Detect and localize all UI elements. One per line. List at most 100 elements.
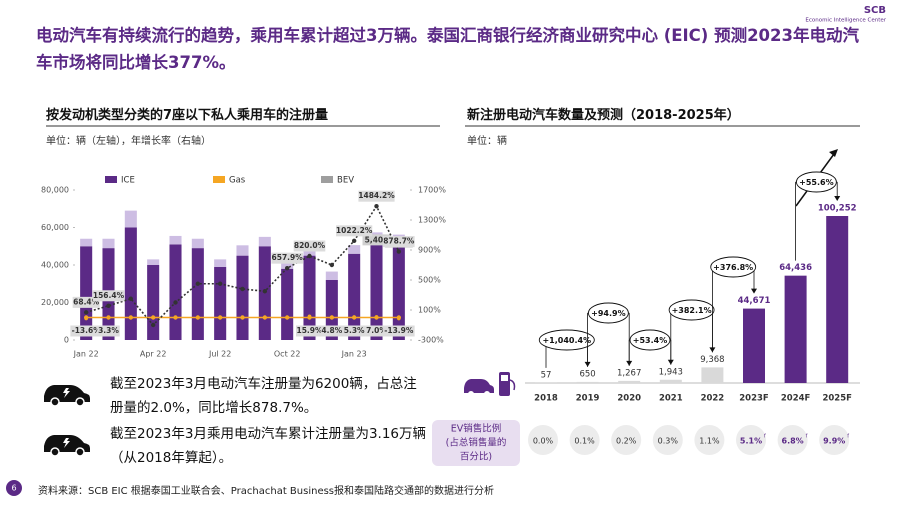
- share-label: 百分比): [460, 451, 492, 463]
- data-label: 44,671: [738, 296, 771, 306]
- growth-label: +53.4%: [633, 336, 667, 345]
- data-label: 1484.2%: [358, 191, 395, 200]
- point: [396, 249, 402, 254]
- share-bubble: [569, 425, 600, 455]
- data-label: 5,402: [365, 235, 389, 244]
- page-number: 6: [11, 484, 16, 493]
- trend-arrow-head: [829, 149, 838, 157]
- share-mark: f: [764, 434, 766, 440]
- share-label: EV销售比例: [451, 423, 502, 435]
- bar-segment: [191, 248, 204, 340]
- point: [284, 315, 290, 320]
- point: [217, 281, 223, 286]
- legend-swatch: [321, 176, 333, 183]
- bar-segment: [325, 271, 338, 280]
- point: [83, 310, 89, 315]
- bar-segment: [348, 245, 361, 254]
- label-box: [72, 296, 100, 308]
- logo-sub: Economic Intelligence Center: [805, 18, 886, 24]
- bar: [618, 380, 641, 383]
- share-bubble: [694, 425, 725, 455]
- growth-bubble: [629, 329, 671, 351]
- share-bubble: [819, 425, 850, 455]
- growth-label: +382.1%: [672, 306, 712, 315]
- bar-segment: [392, 246, 405, 340]
- bar-segment: [370, 242, 383, 340]
- data-label: 9,368: [700, 355, 724, 365]
- point: [195, 315, 201, 320]
- chart-title: 按发动机类型分类的7座以下私人乘用车的注册量: [46, 108, 329, 123]
- label-box: [92, 290, 125, 302]
- growth-bubble: [587, 302, 629, 324]
- share-mark: f: [847, 434, 849, 440]
- x-tick-label: 2018: [534, 394, 558, 404]
- bar: [784, 275, 807, 383]
- label-box: [320, 325, 344, 337]
- chart-subtitle: 单位：辆: [467, 136, 507, 147]
- legend-label: Gas: [229, 176, 246, 186]
- growth-label: +94.9%: [591, 309, 625, 318]
- bar-segment: [214, 266, 227, 340]
- point: [128, 296, 134, 301]
- growth-bubble: [710, 256, 757, 278]
- bar-segment: [147, 259, 160, 265]
- x-tick-label: Jan 23: [341, 350, 367, 359]
- growth-label: +55.6%: [799, 178, 833, 187]
- data-label: 4.8%: [321, 326, 342, 335]
- bar-segment: [169, 235, 182, 245]
- legend-swatch: [105, 176, 117, 183]
- bar-segment: [80, 238, 93, 247]
- data-label: -13.6%: [72, 326, 102, 335]
- growth-label: +376.8%: [713, 263, 753, 272]
- data-label: -13.9%: [384, 326, 414, 335]
- label-box: [342, 325, 366, 337]
- data-label: 5.3%: [344, 326, 365, 335]
- bar-segment: [191, 238, 204, 249]
- point: [397, 316, 401, 321]
- data-label: 657.9%: [272, 253, 304, 262]
- point: [284, 265, 290, 271]
- label-box: [97, 325, 120, 337]
- share-value: 0.1%: [574, 437, 595, 446]
- point: [173, 300, 178, 305]
- growth-bubble: [795, 171, 837, 193]
- label-box: [365, 325, 388, 337]
- point: [330, 315, 334, 319]
- x-tick-label: 2019: [576, 394, 600, 404]
- x-tick-label: Apr 22: [140, 350, 167, 359]
- charger-icon: [464, 372, 516, 397]
- bar-segment: [102, 238, 115, 249]
- data-label: 57: [541, 370, 552, 380]
- point: [262, 289, 268, 294]
- share-value: 0.0%: [533, 437, 554, 446]
- page-badge: [6, 480, 22, 496]
- point: [351, 238, 357, 244]
- label-box: [336, 225, 373, 237]
- share-mark: f: [806, 434, 808, 440]
- y2-tick-label: 1300%: [418, 216, 446, 225]
- growth-bubble: [538, 329, 595, 351]
- bar-segment: [348, 253, 361, 340]
- bar-segment: [80, 246, 93, 340]
- bar-segment: [147, 265, 160, 340]
- x-tick-label: Jan 22: [73, 350, 99, 359]
- legend-swatch: [213, 176, 225, 183]
- growth-bubble: [668, 299, 715, 321]
- bar-segment: [258, 236, 271, 247]
- share-bubble: [652, 425, 683, 455]
- share-bubble: [611, 425, 642, 455]
- x-tick-label: 2024F: [781, 394, 811, 404]
- series-line: [85, 204, 400, 327]
- data-label: 3.3%: [98, 326, 119, 335]
- chart-title: 新注册电动汽车数量及预测（2018-2025年）: [467, 108, 740, 123]
- point: [307, 314, 312, 319]
- point: [84, 316, 88, 321]
- point: [374, 315, 379, 319]
- x-tick-label: Jul 22: [208, 350, 231, 359]
- point: [262, 315, 268, 320]
- label-box: [383, 236, 415, 248]
- y-tick-label: 20,000: [41, 298, 69, 307]
- source: 资料来源：SCB EIC 根据泰国工业联合会、Prachachat Busine…: [38, 486, 495, 497]
- bullet: 截至2023年3月电动汽车注册量为6200辆，占总注册量的2.0%，同比增长87…: [110, 376, 417, 416]
- label-box: [358, 190, 395, 202]
